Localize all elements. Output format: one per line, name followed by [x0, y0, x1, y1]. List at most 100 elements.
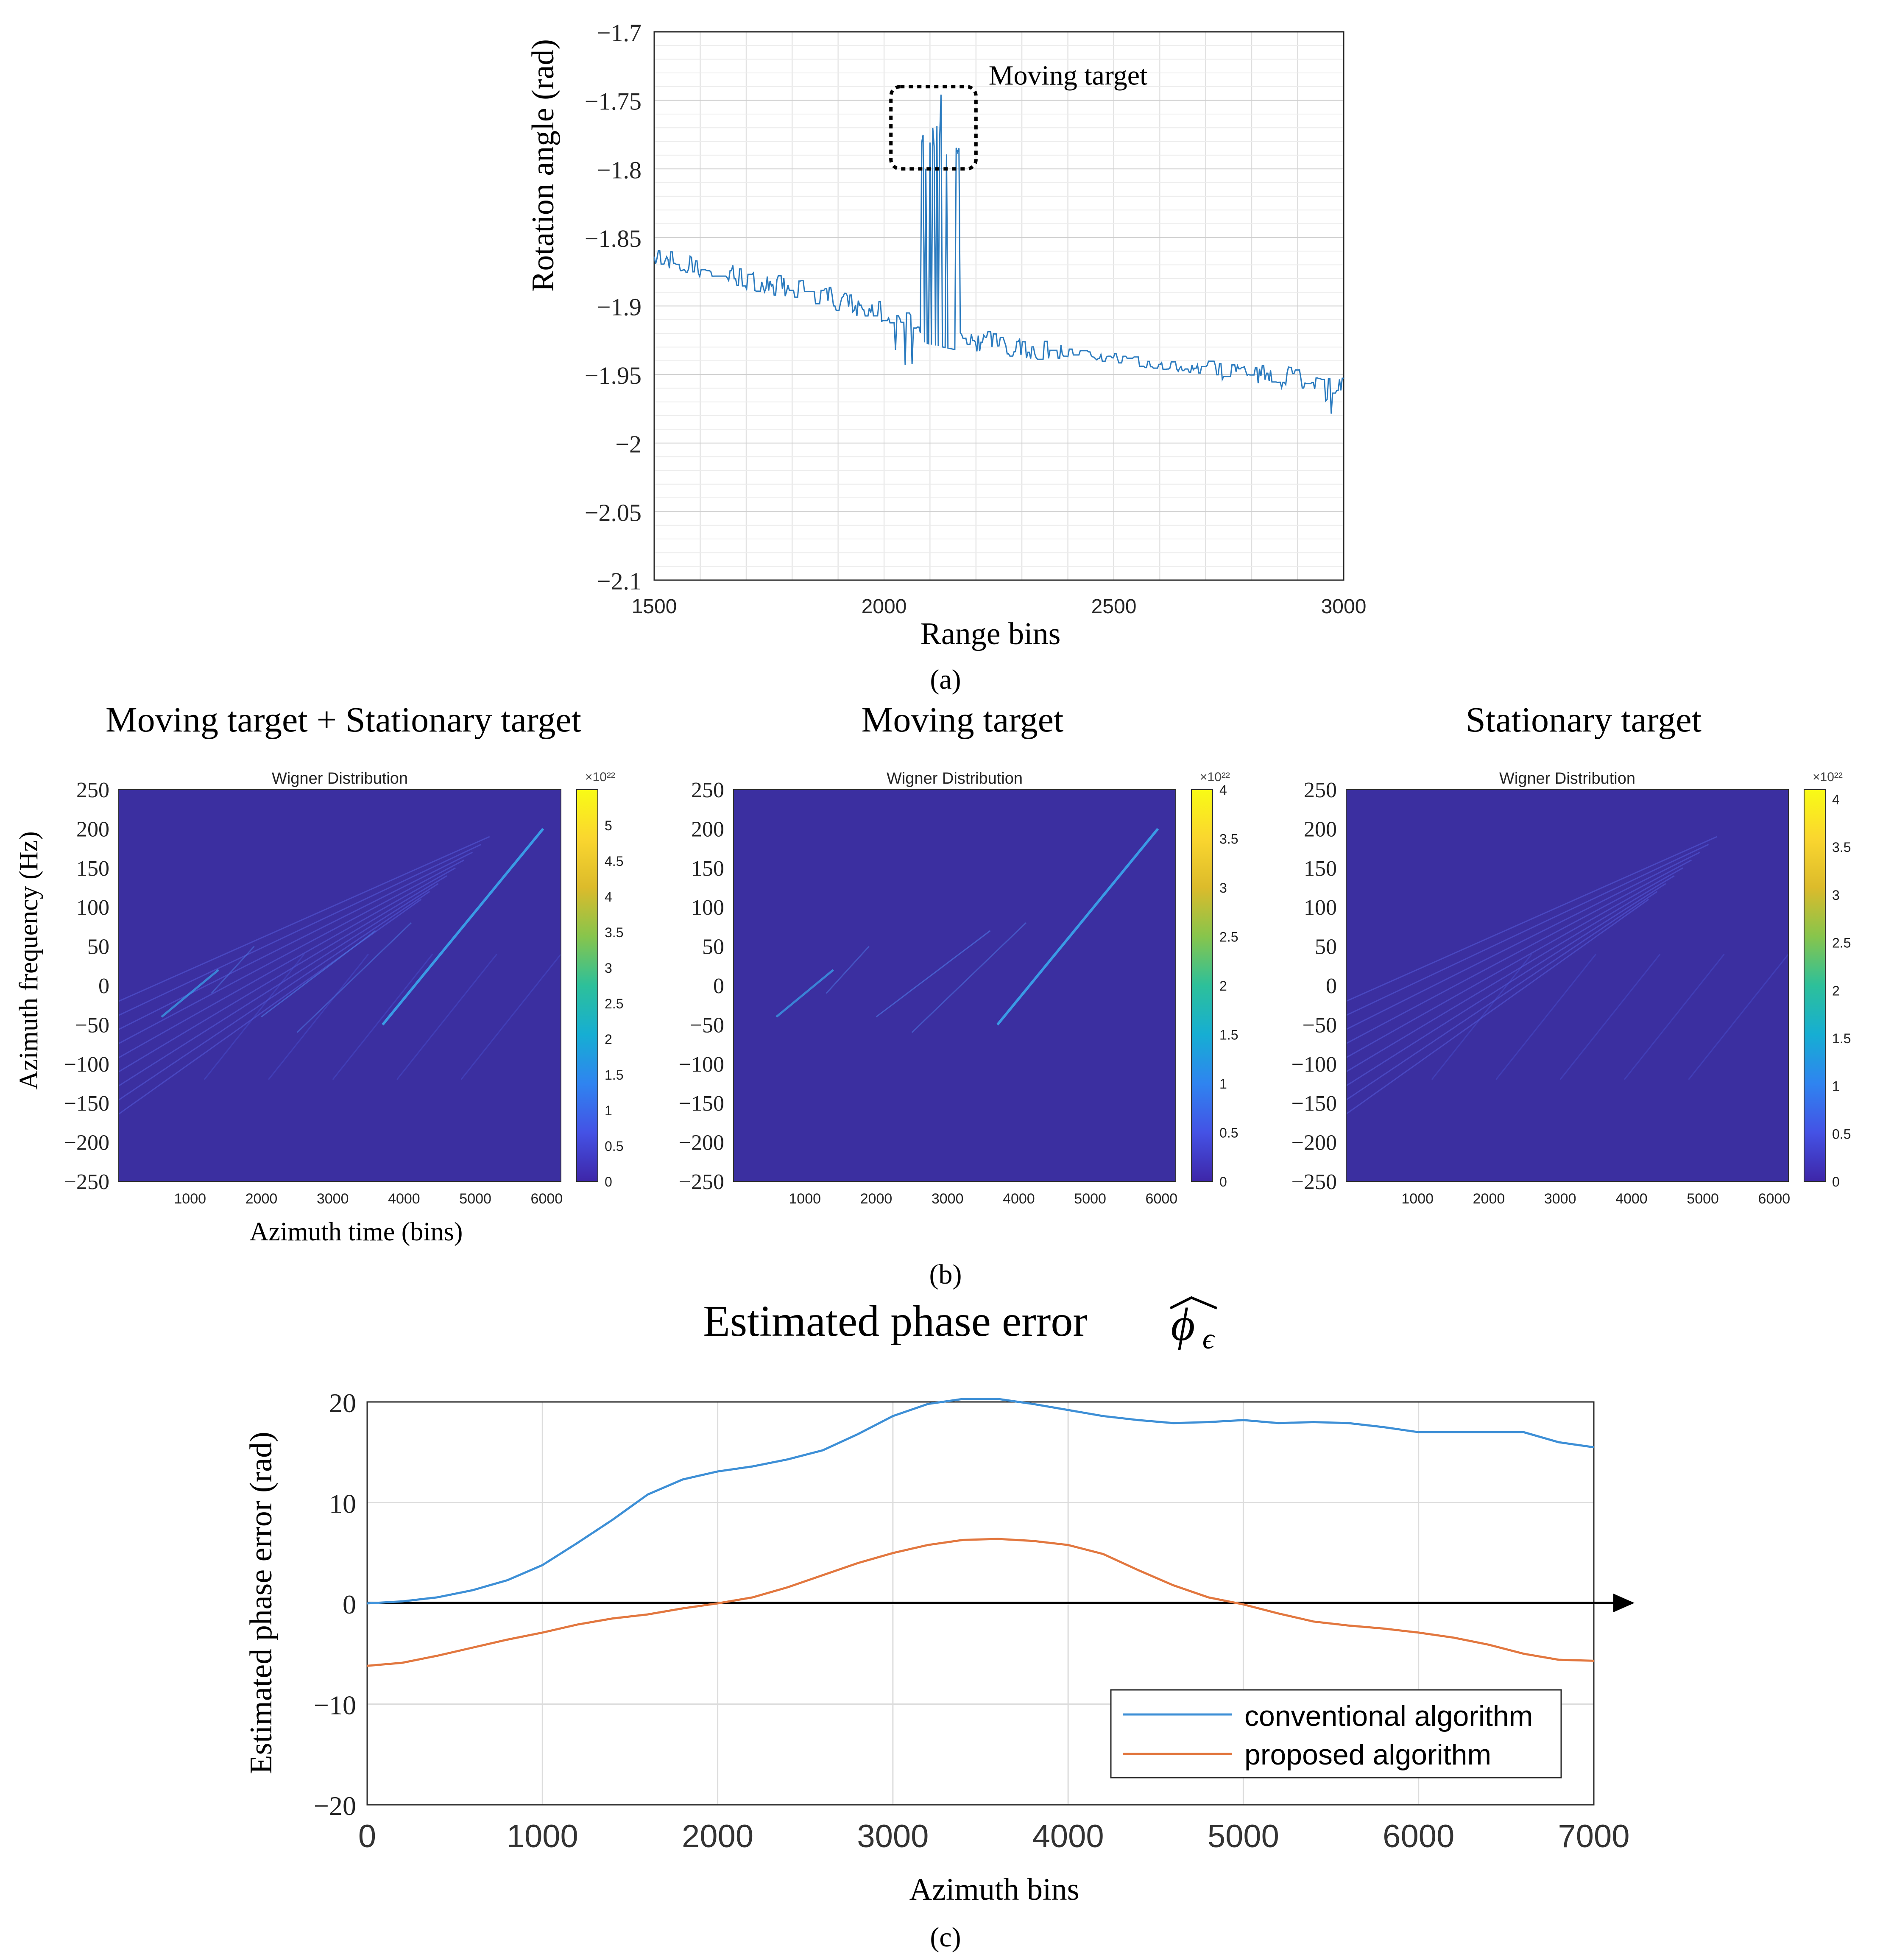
heatmap-x-tick-label: 2000: [1473, 1191, 1505, 1207]
c-y-tick-label: 20: [329, 1388, 356, 1418]
b2-heading: Moving target: [862, 700, 1064, 740]
c-y-tick-label: −10: [314, 1690, 356, 1720]
wigner-streak: [1559, 954, 1661, 1080]
c-series-conventional: [367, 1398, 1594, 1605]
b3-heading: Stationary target: [1466, 700, 1701, 740]
colorbar-tick-label: 2: [1219, 978, 1227, 994]
a-y-tick-label: −2: [615, 430, 642, 458]
wigner-streak: [118, 875, 447, 1072]
a-tick-labels: 1500 2000 2500 3000 −2.1 −2.05 −2 −1.95 −1.9 −1.8…: [585, 19, 1367, 618]
wigner-streak: [296, 922, 412, 1033]
heatmap-y-tick-label: −250: [64, 1170, 109, 1194]
c-x-tick-label: 5000: [1208, 1818, 1279, 1854]
wigner-streak: [118, 867, 456, 1058]
wigner-streak: [1346, 859, 1692, 1044]
c-y-tick-label: 10: [329, 1489, 356, 1519]
a-y-tick-label: −1.7: [597, 19, 642, 47]
colorbar: [576, 789, 598, 1182]
heatmap-y-tick-label: −100: [64, 1053, 109, 1077]
heatmap-x-tick-label: 6000: [1758, 1191, 1791, 1207]
wigner-streak: [1346, 899, 1649, 1115]
colorbar-tick-label: 3: [605, 960, 612, 976]
heatmap-y-tick-label: −200: [679, 1131, 724, 1155]
heatmap-y-tick-label: 0: [1326, 974, 1337, 998]
a-x-axis-label: Range bins: [920, 617, 1061, 651]
wigner-streak: [211, 946, 255, 994]
colorbar-tick-label: 4: [1219, 782, 1227, 798]
heatmap-y-tick-label: 100: [691, 896, 724, 920]
c-y-axis-label: Estimated phase error (rad): [244, 1432, 279, 1774]
heatmap-x-tick-label: 3000: [317, 1191, 349, 1207]
heatmap-y-tick-label: −50: [75, 1013, 109, 1037]
colorbar-tick-label: 3.5: [1219, 832, 1238, 847]
heatmap-y-tick-label: 150: [1304, 857, 1337, 881]
colorbar-tick-label: 3: [1219, 880, 1227, 896]
c-tick-labels: 0 1000 2000 3000 4000 5000 6000 7000 −20 −10 0 10 20: [314, 1388, 1630, 1854]
heatmap-y-tick-label: 200: [691, 817, 724, 841]
colorbar-tick-label: 3.5: [605, 925, 623, 940]
wigner-streak: [1623, 954, 1725, 1080]
colorbar-tick-label: 1.5: [1219, 1027, 1238, 1043]
colorbar-tick-label: 1: [605, 1103, 612, 1118]
heatmap-y-tick-label: 150: [76, 857, 109, 881]
a-y-tick-label: −1.8: [597, 156, 642, 184]
wigner-streak: [876, 930, 991, 1018]
heatmap-y-tick-label: 250: [691, 778, 724, 802]
colorbar-tick-label: 5: [605, 818, 612, 833]
heatmap-x-tick-label: 4000: [1615, 1191, 1648, 1207]
heatmap-frame: [118, 789, 561, 1182]
wigner-streak: [911, 922, 1026, 1033]
c-x-tick-label: 2000: [682, 1818, 753, 1854]
heatmap-x-tick-label: 5000: [1074, 1191, 1106, 1207]
colorbar-tick-label: 4.5: [605, 854, 623, 869]
colorbar-tick-label: 1.5: [1832, 1031, 1851, 1046]
wigner-streak: [118, 852, 473, 1030]
c-x-tick-label: 6000: [1383, 1818, 1454, 1854]
heatmap-x-tick-label: 2000: [860, 1191, 893, 1207]
heatmap-y-tick-label: 100: [76, 896, 109, 920]
wigner-streak: [826, 946, 870, 994]
heatmap-title: Wigner Distribution: [887, 770, 1023, 787]
colorbar-tick-label: 2.5: [1832, 935, 1851, 951]
heatmap-x-tick-label: 2000: [245, 1191, 278, 1207]
a-plot-frame: [653, 31, 1344, 581]
heatmap-y-tick-label: −50: [1303, 1013, 1337, 1037]
heatmap-y-tick-label: 150: [691, 857, 724, 881]
colorbar-tick-label: 0.5: [1219, 1125, 1238, 1141]
heatmap-y-tick-label: −100: [1291, 1053, 1337, 1077]
c-legend: conventional algorithm proposed algorith…: [1110, 1689, 1562, 1779]
heatmap-y-tick-label: 250: [1304, 778, 1337, 802]
wigner-streak: [204, 954, 305, 1080]
caption-a: (a): [930, 664, 961, 695]
c-arrowhead: [1613, 1594, 1635, 1612]
wigner-streak: [775, 969, 834, 1018]
c-y-tick-label: 0: [343, 1589, 356, 1619]
wigner-streak: [1346, 852, 1701, 1030]
heatmap-y-tick-label: −200: [64, 1131, 109, 1155]
heatmap-x-tick-label: 4000: [1003, 1191, 1035, 1207]
wigner-streak: [1431, 954, 1532, 1080]
colorbar-exponent: ×10²²: [1200, 770, 1230, 784]
wigner-streak: [382, 828, 544, 1026]
heatmap-y-tick-label: 250: [76, 778, 109, 802]
colorbar-tick-label: 1: [1832, 1079, 1840, 1094]
colorbar-tick-label: 2.5: [1219, 930, 1238, 945]
heatmap-y-tick-label: 100: [1304, 896, 1337, 920]
heatmap-y-tick-label: −50: [690, 1013, 724, 1037]
heatmap-x-tick-label: 5000: [1687, 1191, 1719, 1207]
colorbar: [1191, 789, 1213, 1182]
wigner-streak: [1346, 883, 1666, 1086]
heatmap-y-tick-label: 50: [87, 935, 109, 959]
b1-heading: Moving target + Stationary target: [106, 700, 581, 740]
heatmap-x-tick-label: 3000: [1544, 1191, 1576, 1207]
heatmap-y-tick-label: −150: [1291, 1092, 1337, 1116]
a-y-tick-label: −1.95: [585, 362, 642, 389]
colorbar-tick-label: 0.5: [605, 1139, 623, 1154]
c-x-axis-label: Azimuth bins: [909, 1872, 1079, 1907]
a-rotation-angle-line: [653, 95, 1344, 414]
heatmap-y-tick-label: −150: [64, 1092, 109, 1116]
colorbar-exponent: ×10²²: [1813, 770, 1843, 784]
legend-label-conventional: conventional algorithm: [1244, 1700, 1533, 1732]
